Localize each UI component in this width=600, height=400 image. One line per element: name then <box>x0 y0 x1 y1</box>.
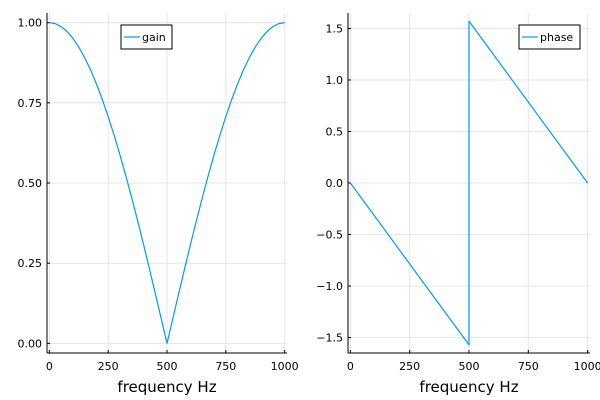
phase-x-tick-label-0: 0 <box>347 360 354 373</box>
phase-plot: 0 250 500 750 1000 −1.5−1.0−0.50.00.51.01.5 … <box>316 13 600 396</box>
gain-y-tick-label-0: 0.00 <box>18 337 43 350</box>
gain-x-tick-label-3: 750 <box>215 360 236 373</box>
phase-series <box>349 20 589 346</box>
phase-legend-label: phase <box>540 31 573 44</box>
gain-legend-label: gain <box>142 31 166 44</box>
gain-x-tick-label-0: 0 <box>46 360 53 373</box>
phase-x-ticks: 0 250 500 750 1000 <box>347 350 600 373</box>
phase-y-ticks: −1.5 −1.0 −0.5 0.0 0.5 1.0 1.5 <box>316 22 351 345</box>
gain-plot: 0 250 500 750 1000 0.00 0.25 0.50 0.75 1.00 freq… <box>18 13 299 396</box>
gain-y-tick-label-2: 0.50 <box>18 177 43 190</box>
phase-series-line-0 <box>349 20 589 346</box>
phase-x-axis-title: frequency Hz <box>419 378 518 396</box>
gain-y-tick-label-4: 1.00 <box>18 17 43 30</box>
phase-y-tick-label-4: 0.5 <box>326 125 344 138</box>
phase-y-tick-label-3: 0.0 <box>326 177 344 190</box>
gain-y-ticks: 0.00 0.25 0.50 0.75 1.00 <box>18 17 50 350</box>
phase-x-tick-label-3: 750 <box>518 360 539 373</box>
phase-x-tick-label-4: 1000 <box>574 360 600 373</box>
gain-series-line-0 <box>49 22 285 344</box>
phase-y-tick-label-1: −1.0 <box>316 280 343 293</box>
gain-x-tick-label-1: 250 <box>98 360 119 373</box>
gain-y-tick-label-1: 0.25 <box>18 257 43 270</box>
gain-series <box>49 22 285 344</box>
gain-legend: gain <box>120 24 173 50</box>
gain-x-tick-label-4: 1000 <box>271 360 299 373</box>
phase-y-tick-label-0: −1.5 <box>316 332 343 345</box>
phase-legend: phase <box>518 24 581 50</box>
phase-y-tick-label-6: 1.5 <box>326 22 344 35</box>
gain-x-axis-title: frequency Hz <box>117 378 216 396</box>
gain-y-tick-label-3: 0.75 <box>18 97 43 110</box>
phase-x-tick-label-2: 500 <box>459 360 480 373</box>
gain-x-ticks: 0 250 500 750 1000 <box>46 350 299 373</box>
phase-y-tick-label-2: −0.5 <box>316 229 343 242</box>
phase-x-tick-label-1: 250 <box>399 360 420 373</box>
gain-x-tick-label-2: 500 <box>157 360 178 373</box>
phase-y-tick-label-5: 1.0 <box>326 74 344 87</box>
